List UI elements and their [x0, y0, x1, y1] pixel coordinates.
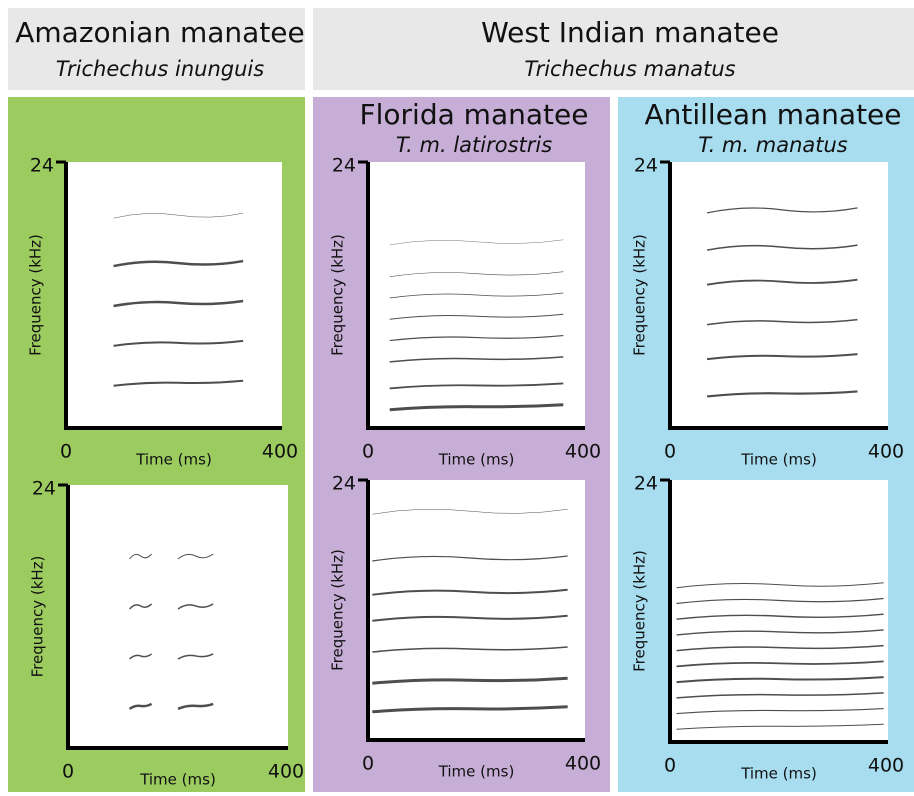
group-subtitle: T. m. manatus	[698, 133, 848, 157]
x-tick-label: 0	[664, 755, 676, 777]
y-axis-label: Frequency (kHz)	[631, 550, 649, 672]
y-axis-label: Frequency (kHz)	[329, 234, 347, 356]
y-axis-label: Frequency (kHz)	[29, 556, 47, 678]
x-tick-label: 400	[565, 441, 601, 463]
group-subtitle: T. m. latirostris	[396, 133, 552, 157]
column-subtitle: Trichechus manatus	[524, 57, 735, 81]
x-tick-label: 400	[565, 753, 601, 775]
x-axis-label: Time (ms)	[740, 765, 817, 783]
group-title: Antillean manatee	[644, 98, 901, 131]
y-tick-label: 24	[634, 155, 658, 177]
y-tick-label: 24	[332, 155, 356, 177]
spectrogram	[368, 480, 585, 740]
spectrogram	[66, 162, 282, 428]
x-tick-label: 0	[362, 441, 374, 463]
y-tick-label: 24	[634, 473, 658, 495]
figure: Amazonian manatee Trichechus inunguis We…	[0, 0, 914, 792]
spectrogram	[670, 162, 888, 428]
x-tick-label: 0	[664, 441, 676, 463]
x-axis-label: Time (ms)	[139, 771, 216, 789]
x-tick-label: 0	[62, 761, 74, 783]
x-axis-label: Time (ms)	[438, 451, 515, 469]
x-tick-label: 400	[868, 441, 904, 463]
group-title: Florida manatee	[360, 98, 589, 131]
column-subtitle: Trichechus inunguis	[56, 57, 264, 81]
y-axis-label: Frequency (kHz)	[329, 549, 347, 671]
y-axis-label: Frequency (kHz)	[27, 234, 45, 356]
spectrogram	[670, 480, 888, 742]
x-tick-label: 400	[262, 441, 298, 463]
y-tick-label: 24	[30, 155, 54, 177]
column-title: Amazonian manatee	[15, 16, 305, 49]
x-tick-label: 0	[362, 753, 374, 775]
x-axis-label: Time (ms)	[740, 451, 817, 469]
x-tick-label: 400	[868, 755, 904, 777]
x-tick-label: 0	[60, 441, 72, 463]
page: {"columns": [ {"title": "Amazonian manat…	[0, 0, 914, 792]
x-tick-label: 400	[268, 761, 304, 783]
x-axis-label: Time (ms)	[438, 763, 515, 781]
column-title: West Indian manatee	[481, 16, 779, 49]
x-axis-label: Time (ms)	[135, 451, 212, 469]
y-axis-label: Frequency (kHz)	[631, 234, 649, 356]
y-tick-label: 24	[32, 478, 56, 500]
y-tick-label: 24	[332, 473, 356, 495]
